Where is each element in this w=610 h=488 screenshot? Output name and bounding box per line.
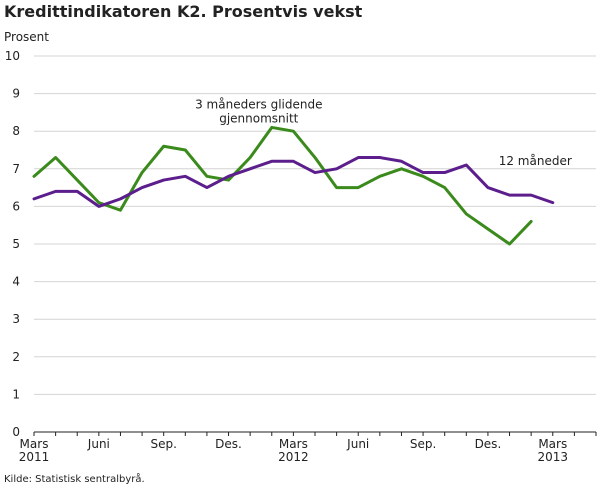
series-label: 12 måneder: [499, 154, 572, 168]
series-line-3-month-average: [32, 125, 533, 246]
x-tick-label: Mars: [538, 437, 567, 451]
x-tick-label: Juni: [87, 437, 110, 451]
x-tick-label: Des.: [475, 437, 502, 451]
y-tick-labels: 0 1 2 3 4 5 6 7 8 9 10: [5, 49, 20, 439]
x-tick-label: Sep.: [410, 437, 436, 451]
x-tick-label: Des.: [215, 437, 242, 451]
y-tick-label: 10: [5, 49, 20, 63]
y-tick-label: 7: [12, 162, 20, 176]
y-tick-label: 4: [12, 275, 20, 289]
y-tick-label: 8: [12, 124, 20, 138]
x-tick-label: Mars: [20, 437, 49, 451]
y-tick-label: 3: [12, 312, 20, 326]
grid-lines: [34, 55, 596, 395]
chart-title: Kredittindikatoren K2. Prosentvis vekst: [4, 2, 363, 21]
y-tick-label: 0: [12, 425, 20, 439]
series-lines: [32, 125, 555, 246]
y-tick-label: 1: [12, 387, 20, 401]
x-tick-label: Juni: [346, 437, 369, 451]
x-tick-label: 2011: [19, 450, 50, 464]
y-tick-label: 9: [12, 87, 20, 101]
series-label: 3 måneders glidende: [195, 98, 322, 112]
x-tick-label: Mars: [279, 437, 308, 451]
source-note: Kilde: Statistisk sentralbyrå.: [4, 474, 145, 485]
x-tick-label: 2012: [278, 450, 309, 464]
x-tick-label: Sep.: [150, 437, 176, 451]
x-tick-label: 2013: [537, 450, 568, 464]
y-tick-label: 5: [12, 237, 20, 251]
y-tick-label: 2: [12, 350, 20, 364]
y-axis-label: Prosent: [4, 30, 49, 44]
series-line-12-month: [32, 156, 555, 208]
series-label: gjennomsnitt: [219, 112, 298, 126]
y-tick-label: 6: [12, 199, 20, 213]
